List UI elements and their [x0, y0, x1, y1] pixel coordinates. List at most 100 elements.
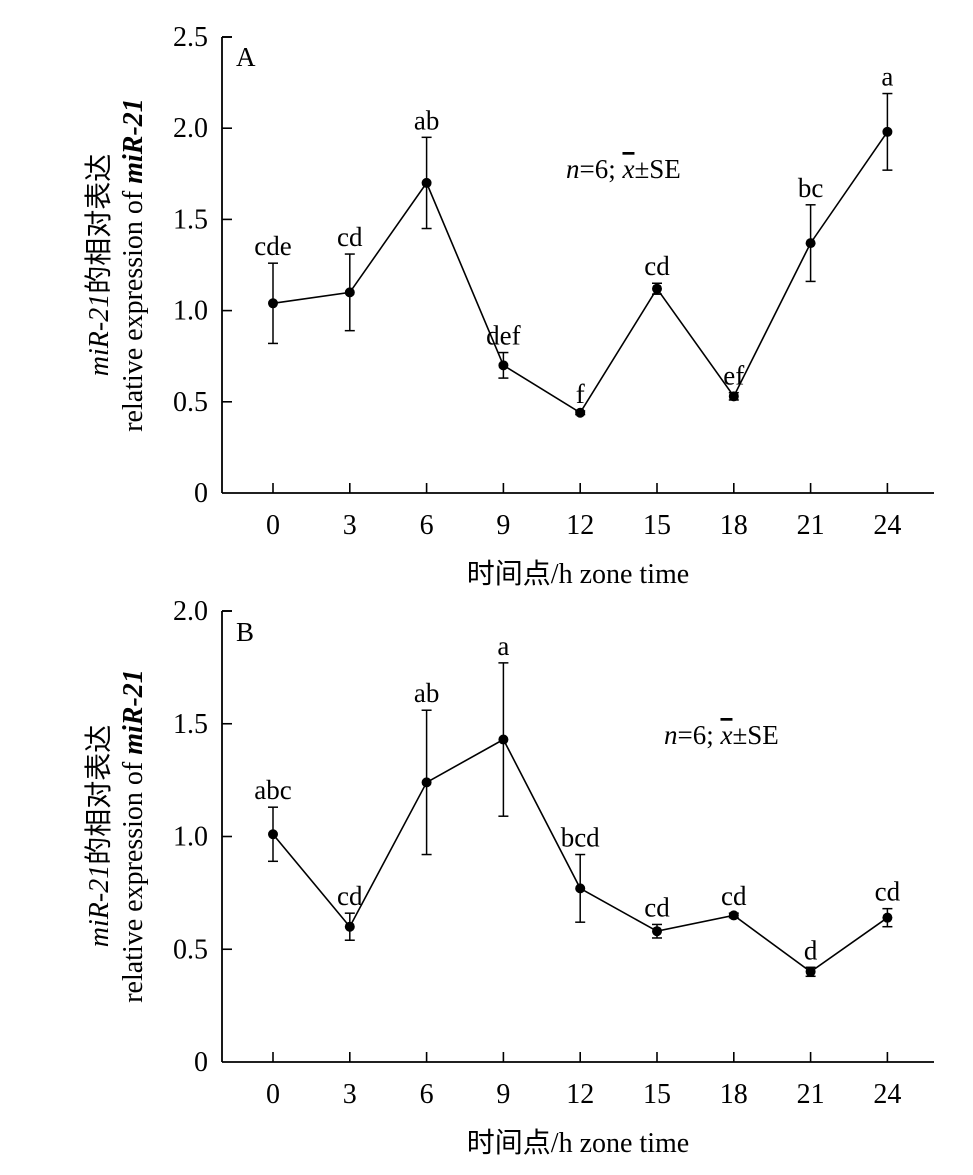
- data-point: [421, 777, 432, 788]
- data-point: [728, 910, 739, 921]
- annotation-x-mean: x: [719, 720, 732, 750]
- significance-label: def: [486, 321, 520, 351]
- data-point: [498, 360, 509, 371]
- x-tick-label: 3: [343, 510, 357, 541]
- y-tick-label: 0: [194, 478, 208, 509]
- y-tick-label: 2.0: [173, 113, 208, 144]
- sample-annotation: n=6; x±SE: [566, 154, 681, 184]
- y-tick-label: 1.0: [173, 822, 208, 853]
- sample-annotation: n=6; x±SE: [664, 720, 779, 750]
- x-tick-label: 0: [266, 510, 280, 541]
- y-tick-label: 1.5: [173, 204, 208, 235]
- annotation-n-value: =6;: [580, 154, 623, 184]
- significance-label: cd: [721, 881, 747, 911]
- significance-label: cd: [875, 877, 901, 907]
- significance-label: cd: [644, 892, 670, 922]
- data-point: [268, 298, 278, 309]
- chart-panel-a: 0 0.5 1.0 1.5 2.0 2.5 0 3 6 9 12 15 18 21 24 cde cd ab d…: [83, 22, 934, 590]
- x-tick-label: 9: [496, 1079, 510, 1110]
- data-point: [882, 912, 893, 923]
- data-point: [575, 883, 586, 894]
- data-point: [268, 829, 278, 840]
- x-axis-title: 时间点/h zone time: [467, 558, 689, 590]
- x-tick-label: 24: [873, 1079, 901, 1110]
- y-axis-title-cn: 的相对表达: [83, 725, 115, 865]
- x-tick-label: 15: [643, 510, 671, 541]
- x-tick-label: 12: [566, 510, 594, 541]
- y-tick-label: 0: [194, 1047, 208, 1078]
- panel-label-a: A: [236, 42, 256, 72]
- significance-label: cd: [337, 881, 363, 911]
- data-points: [268, 734, 893, 977]
- y-axis-title-en: relative expression of: [118, 184, 149, 432]
- y-axis-title-italic: miR-21: [84, 865, 115, 947]
- x-tick-label: 0: [266, 1079, 280, 1110]
- significance-label: abc: [254, 775, 291, 805]
- annotation-n: n: [664, 720, 678, 750]
- significance-label: d: [804, 935, 818, 965]
- data-point: [805, 238, 816, 249]
- y-ticks: 0 0.5 1.0 1.5 2.0: [173, 596, 232, 1078]
- y-axis-title-en: relative expression of: [118, 755, 149, 1003]
- x-tick-label: 9: [496, 510, 510, 541]
- significance-label: ef: [723, 361, 744, 391]
- data-point: [652, 926, 662, 937]
- x-tick-label: 12: [566, 1079, 594, 1110]
- y-axis-title-gene: miR-21: [118, 669, 149, 755]
- data-point: [421, 177, 432, 188]
- significance-label: cd: [337, 222, 363, 252]
- data-points: [268, 126, 893, 418]
- y-axis-title-line1: miR-21的相对表达: [83, 725, 115, 947]
- x-tick-label: 21: [797, 510, 825, 541]
- x-tick-label: 6: [420, 1079, 434, 1110]
- error-bars: [268, 662, 893, 978]
- data-point: [498, 734, 509, 745]
- x-axis-title: 时间点/h zone time: [467, 1127, 689, 1159]
- y-tick-label: 1.0: [173, 296, 208, 327]
- significance-label: bcd: [561, 823, 600, 853]
- data-point: [344, 921, 355, 932]
- significance-label: cd: [644, 251, 670, 281]
- x-tick-label: 15: [643, 1079, 671, 1110]
- significance-label: ab: [414, 678, 439, 708]
- significance-label: cde: [254, 231, 291, 261]
- significance-label: bc: [798, 173, 824, 203]
- annotation-n-value: =6;: [678, 720, 721, 750]
- data-point: [344, 287, 355, 298]
- panel-label-b: B: [236, 617, 254, 647]
- y-ticks: 0 0.5 1.0 1.5 2.0 2.5: [173, 22, 232, 509]
- significance-label: a: [881, 62, 893, 92]
- x-tick-label: 21: [797, 1079, 825, 1110]
- y-axis-title-italic: miR-21: [84, 294, 115, 376]
- annotation-x-mean: x: [621, 154, 634, 184]
- data-point: [652, 283, 662, 294]
- data-point: [728, 391, 739, 402]
- significance-label: f: [576, 379, 585, 409]
- x-tick-label: 3: [343, 1079, 357, 1110]
- annotation-se: ±SE: [634, 154, 680, 184]
- data-point: [882, 126, 893, 137]
- x-tick-label: 24: [873, 510, 901, 541]
- y-axis-title-cn: 的相对表达: [83, 154, 115, 294]
- significance-label: a: [497, 631, 509, 661]
- y-tick-label: 2.5: [173, 22, 208, 53]
- x-ticks: 0 3 6 9 12 15 18 21 24: [266, 1052, 901, 1110]
- x-tick-label: 18: [720, 1079, 748, 1110]
- y-tick-label: 0.5: [173, 387, 208, 418]
- data-point: [575, 407, 586, 418]
- x-tick-label: 18: [720, 510, 748, 541]
- x-tick-label: 6: [420, 510, 434, 541]
- significance-label: ab: [414, 105, 439, 135]
- significance-labels: cde cd ab def f cd ef bc a: [254, 62, 893, 409]
- annotation-se: ±SE: [732, 720, 778, 750]
- chart-panel-b: 0 0.5 1.0 1.5 2.0 0 3 6 9 12 15 18 21 24 abc cd ab a bcd…: [83, 596, 934, 1159]
- x-ticks: 0 3 6 9 12 15 18 21 24: [266, 483, 901, 541]
- significance-labels: abc cd ab a bcd cd cd d cd: [254, 631, 900, 965]
- y-tick-label: 0.5: [173, 934, 208, 965]
- data-point: [805, 966, 816, 977]
- y-axis-title-line1: miR-21的相对表达: [83, 154, 115, 376]
- y-tick-label: 1.5: [173, 709, 208, 740]
- y-axis-title-gene: miR-21: [118, 98, 149, 184]
- error-bars: [268, 92, 893, 416]
